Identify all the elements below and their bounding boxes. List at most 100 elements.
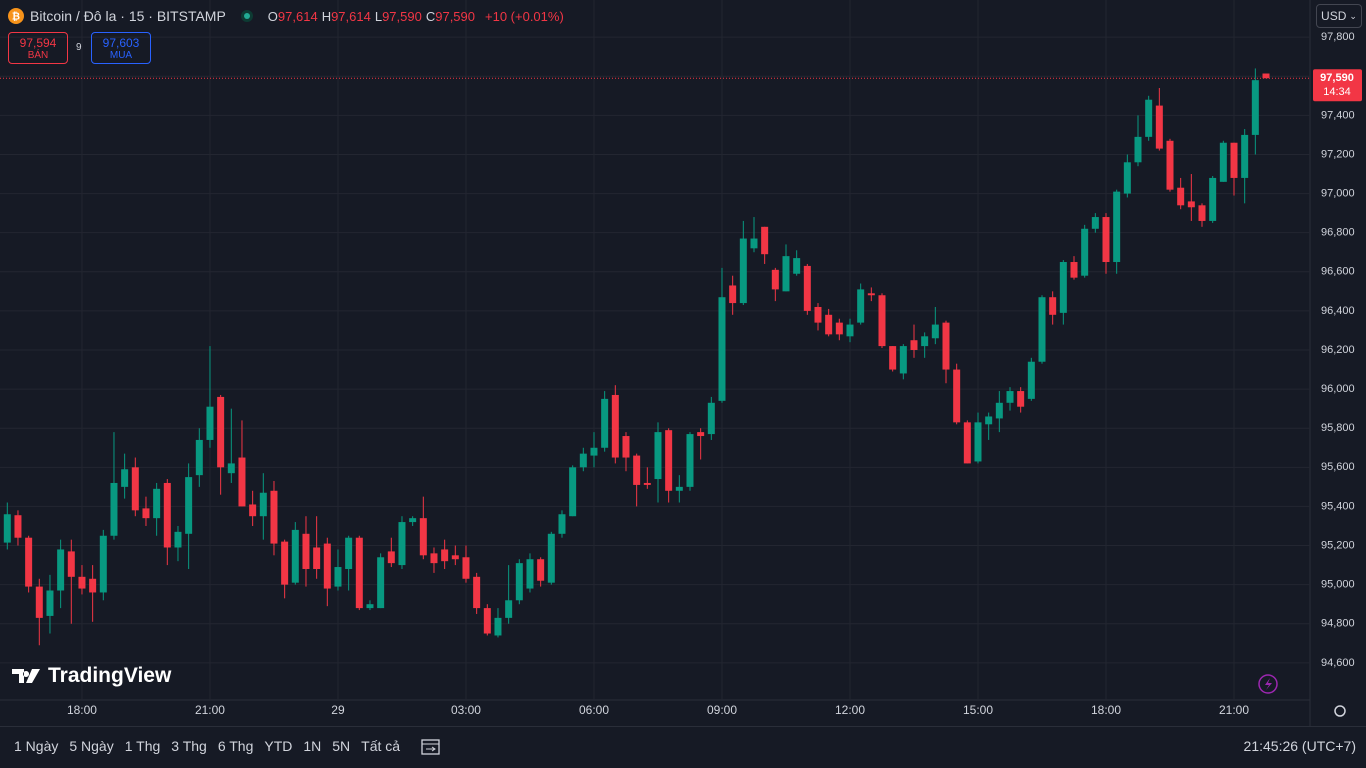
candle-body: [409, 518, 417, 523]
date-range-icon[interactable]: [419, 736, 443, 756]
candle-body: [323, 543, 331, 589]
candle-body: [89, 578, 97, 593]
y-tick-label: 97,800: [1321, 31, 1355, 43]
candle-body: [985, 416, 993, 425]
candle-body: [1187, 201, 1195, 208]
candle-body: [67, 551, 75, 577]
candle-body: [153, 488, 161, 519]
candle-body: [238, 457, 246, 507]
candle-body: [3, 514, 11, 543]
y-tick-label: 97,000: [1321, 187, 1355, 199]
candle-body: [739, 238, 747, 304]
candle-body: [1027, 361, 1035, 399]
candle-body: [1070, 262, 1078, 278]
price-tag-label: 97,590: [1320, 72, 1354, 84]
candle-body: [1166, 140, 1174, 190]
y-tick-label: 95,800: [1321, 422, 1355, 434]
y-tick-label: 95,600: [1321, 461, 1355, 473]
y-tick-label: 97,400: [1321, 109, 1355, 121]
ohlc-label: L: [374, 8, 383, 24]
x-tick-label: 18:00: [67, 703, 97, 717]
range-button[interactable]: 5 Ngày: [69, 738, 114, 754]
change: +10 (+0.01%): [485, 8, 564, 24]
candle-body: [1155, 105, 1163, 149]
ohlc: O 97,614 H 97,614 L 97,590 C 97,590: [268, 9, 479, 24]
candle-body: [889, 346, 897, 370]
candle-body: [185, 477, 193, 534]
candle-body: [921, 336, 929, 347]
buy-button[interactable]: 97,603 MUA: [91, 32, 151, 64]
candle-body: [462, 557, 470, 579]
settings-icon[interactable]: [1334, 705, 1346, 717]
candle-body: [526, 559, 534, 589]
y-tick-label: 96,800: [1321, 227, 1355, 239]
candle-body: [803, 265, 811, 311]
candle-body: [835, 322, 843, 335]
candle-body: [1262, 73, 1270, 79]
candle-body: [14, 515, 22, 538]
range-button[interactable]: 5N: [332, 738, 351, 754]
candle-body: [931, 324, 939, 339]
candle-body: [579, 453, 587, 468]
candle-body: [291, 529, 299, 583]
range-button[interactable]: 3 Thg: [171, 738, 207, 754]
candle-body: [611, 394, 619, 458]
alert-icon[interactable]: [1258, 674, 1278, 694]
range-button[interactable]: Tất cả: [361, 738, 401, 754]
countdown: 14:34: [1323, 86, 1351, 98]
currency-button[interactable]: USD ⌄: [1316, 4, 1362, 28]
candle-body: [366, 604, 374, 609]
candle-body: [206, 406, 214, 440]
logo-icon: [12, 669, 40, 683]
sell-button[interactable]: 97,594 BÁN: [8, 32, 68, 64]
candle-body: [217, 396, 225, 468]
candle-body: [1241, 134, 1249, 178]
candle-body: [377, 557, 385, 609]
candle-body: [899, 346, 907, 374]
candle-body: [1059, 262, 1067, 313]
candle-body: [1209, 177, 1217, 221]
range-button[interactable]: 1 Thg: [124, 738, 161, 754]
candle-body: [473, 576, 481, 609]
candle-body: [1102, 217, 1110, 263]
candle-body: [1017, 391, 1025, 407]
candle-body: [99, 535, 107, 593]
ohlc-value: 97,614: [277, 8, 318, 24]
candle-body: [78, 576, 86, 589]
range-button[interactable]: YTD: [264, 738, 293, 754]
candle-body: [281, 541, 289, 585]
candle-body: [846, 324, 854, 337]
candle-body: [793, 258, 801, 274]
svg-text:₿: ₿: [12, 11, 20, 23]
candle-body: [878, 295, 886, 347]
btc-icon: ₿: [8, 8, 24, 24]
ohlc-label: O: [267, 8, 278, 24]
ohlc-value: 97,614: [331, 8, 371, 24]
y-tick-label: 95,200: [1321, 539, 1355, 551]
symbol[interactable]: Bitcoin / Đô la · 15 · BITSTAMP: [30, 8, 226, 24]
candle-body: [707, 402, 715, 435]
candle-body: [249, 504, 257, 517]
range-button[interactable]: 1 Ngày: [14, 738, 59, 754]
candle-body: [782, 256, 790, 292]
y-tick-label: 96,600: [1321, 266, 1355, 278]
candle-body: [1038, 297, 1046, 362]
candle-body: [430, 553, 438, 564]
ohlc-value: 97,590: [382, 8, 422, 24]
spread: 9: [76, 42, 82, 53]
candle-body: [1113, 191, 1121, 263]
candles: [3, 68, 1270, 646]
y-tick-label: 96,200: [1321, 344, 1355, 356]
ranges: 1 Ngày 5 Ngày 1 Thg 3 Thg 6 Thg YTD 1N 5N Tất cả: [0, 738, 401, 754]
candle-body: [910, 340, 918, 350]
candle-body: [590, 447, 598, 456]
chevron: ⌄: [1349, 10, 1357, 21]
range-button[interactable]: 1N: [303, 738, 322, 754]
range-button[interactable]: 6 Thg: [217, 738, 254, 754]
candle-body: [537, 559, 545, 581]
candle-body: [313, 547, 321, 569]
candle-body: [270, 490, 278, 544]
candle-body: [142, 508, 150, 519]
status-dot: [240, 10, 253, 22]
